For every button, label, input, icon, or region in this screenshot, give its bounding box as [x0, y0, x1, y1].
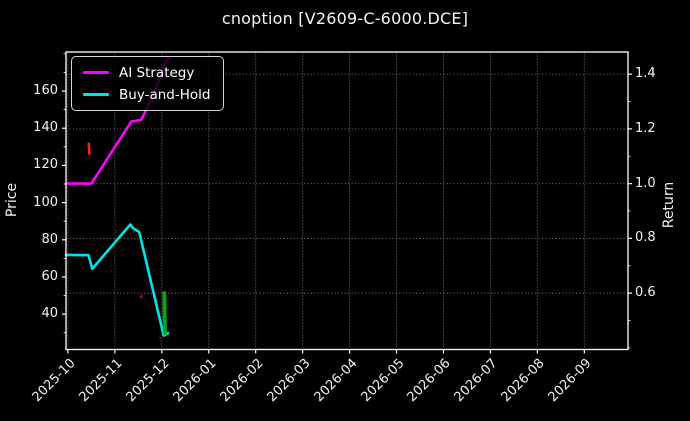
return-tick-label: 0.8 [635, 230, 656, 246]
legend-swatch-buy-and-hold [83, 93, 109, 96]
price-tick-label: 40 [41, 306, 58, 322]
price-tick-label: 140 [33, 120, 58, 136]
chart-title: cnoption [V2609-C-6000.DCE] [221, 9, 469, 28]
small-red-dot-marker [139, 294, 143, 299]
return-tick-label: 0.6 [635, 285, 656, 301]
legend-label-buy-and-hold: Buy-and-Hold [119, 86, 211, 103]
legend-item-buy-and-hold: Buy-and-Hold [83, 85, 210, 104]
legend-label-ai-strategy: AI Strategy [119, 64, 195, 81]
price-tick-label: 120 [33, 157, 58, 173]
price-tick-label: 160 [33, 83, 58, 99]
return-tick-label: 1.4 [635, 66, 656, 82]
return-tick-label: 1.2 [635, 120, 656, 136]
price-tick-label: 100 [33, 194, 58, 210]
buy-signal-bar-marker [162, 291, 167, 335]
tiny-dark-red-dot-marker [159, 336, 162, 340]
price-tick-label: 60 [41, 268, 58, 284]
series-line-buy-and-hold [64, 223, 170, 337]
legend-swatch-ai-strategy [83, 71, 109, 74]
plot-border [65, 51, 629, 351]
return-tick-label: 1.0 [635, 175, 656, 191]
legend-item-ai-strategy: AI Strategy [83, 63, 210, 82]
price-tick-label: 80 [41, 231, 58, 247]
legend: AI Strategy Buy-and-Hold [71, 56, 225, 111]
sell-signal-tick-marker [87, 142, 91, 156]
